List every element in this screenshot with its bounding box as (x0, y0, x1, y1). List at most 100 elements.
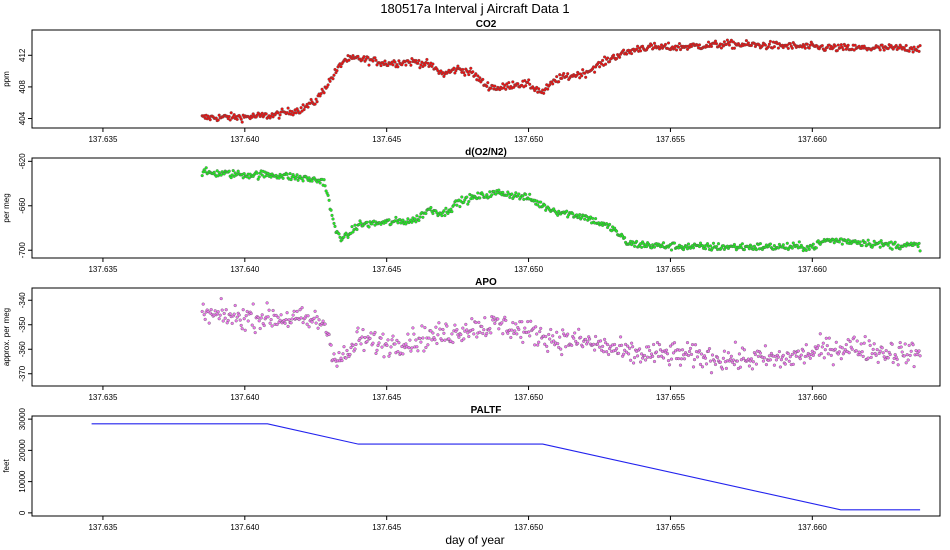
data-point (598, 65, 602, 69)
data-point (625, 52, 629, 56)
data-point (722, 40, 726, 44)
data-point (301, 179, 305, 183)
data-point (401, 218, 405, 222)
data-point (680, 348, 685, 352)
data-point (503, 315, 507, 319)
data-point (455, 203, 459, 207)
data-point (443, 213, 447, 218)
data-point (245, 309, 249, 314)
data-point (725, 38, 729, 42)
data-point (517, 192, 521, 196)
data-point (396, 350, 400, 354)
data-point (423, 63, 427, 67)
data-point (807, 247, 811, 251)
data-point (867, 339, 871, 343)
data-point (527, 330, 531, 334)
data-point (796, 349, 800, 353)
data-point (381, 332, 385, 336)
data-point (833, 347, 837, 351)
data-point (285, 172, 289, 176)
data-point (249, 311, 253, 316)
data-point (576, 341, 580, 345)
data-point (588, 337, 592, 341)
data-point (758, 351, 762, 355)
data-point (443, 338, 447, 342)
data-point (804, 343, 808, 347)
data-point (799, 353, 803, 357)
data-point (416, 61, 420, 65)
data-point (652, 342, 656, 347)
data-point (708, 244, 713, 248)
data-point (493, 321, 497, 325)
data-point (697, 349, 702, 353)
data-point (631, 345, 635, 349)
data-point (852, 48, 856, 52)
data-point (788, 355, 792, 359)
data-point (767, 42, 771, 46)
x-tick-label: 137.635 (88, 135, 117, 144)
data-point (713, 362, 718, 367)
data-point (224, 308, 228, 312)
data-point (234, 319, 238, 323)
data-point (415, 345, 419, 349)
data-point (289, 178, 293, 182)
data-point (387, 354, 391, 358)
data-point (235, 315, 239, 319)
panel-title: CO2 (476, 19, 497, 30)
x-tick-label: 137.640 (230, 265, 259, 274)
data-point (517, 327, 521, 332)
data-point (571, 212, 575, 216)
x-tick-label: 137.650 (514, 393, 543, 402)
data-point (315, 100, 319, 104)
data-point (903, 342, 907, 346)
data-point (216, 310, 220, 314)
data-point (338, 235, 342, 239)
data-point (558, 335, 562, 339)
data-point (583, 217, 587, 221)
data-point (216, 118, 220, 122)
data-point (300, 306, 304, 310)
data-point (383, 59, 387, 63)
data-point (824, 336, 828, 340)
data-point (406, 332, 410, 336)
data-point (733, 340, 737, 344)
data-point (362, 55, 366, 59)
data-point (685, 341, 690, 345)
data-point (329, 343, 333, 347)
y-tick-label: -700 (18, 242, 27, 259)
y-tick-label: 412 (18, 48, 27, 62)
data-point (814, 246, 818, 250)
data-point (367, 63, 371, 67)
data-point (546, 349, 550, 353)
x-tick-label: 137.655 (656, 393, 685, 402)
data-point (894, 43, 898, 48)
data-point (656, 354, 661, 359)
data-point (572, 336, 576, 340)
data-point (726, 351, 730, 355)
data-point (687, 349, 692, 354)
data-point (521, 340, 525, 344)
data-point (882, 48, 886, 52)
data-point (466, 331, 470, 335)
data-point (244, 314, 248, 318)
data-point (756, 354, 760, 358)
data-point (242, 317, 246, 321)
data-point (365, 340, 369, 344)
data-point (533, 343, 537, 347)
data-point (307, 176, 311, 180)
data-point (442, 209, 446, 213)
data-point (669, 357, 674, 361)
data-point (807, 46, 811, 50)
data-point (910, 47, 914, 51)
data-point (663, 42, 668, 46)
data-point (706, 40, 711, 44)
data-point (393, 342, 397, 346)
data-point (858, 353, 862, 357)
data-point (208, 118, 212, 122)
series-points (200, 38, 922, 124)
data-point (705, 242, 710, 246)
data-point (661, 241, 666, 245)
data-point (440, 338, 444, 343)
data-point (794, 354, 798, 358)
data-point (307, 325, 311, 329)
